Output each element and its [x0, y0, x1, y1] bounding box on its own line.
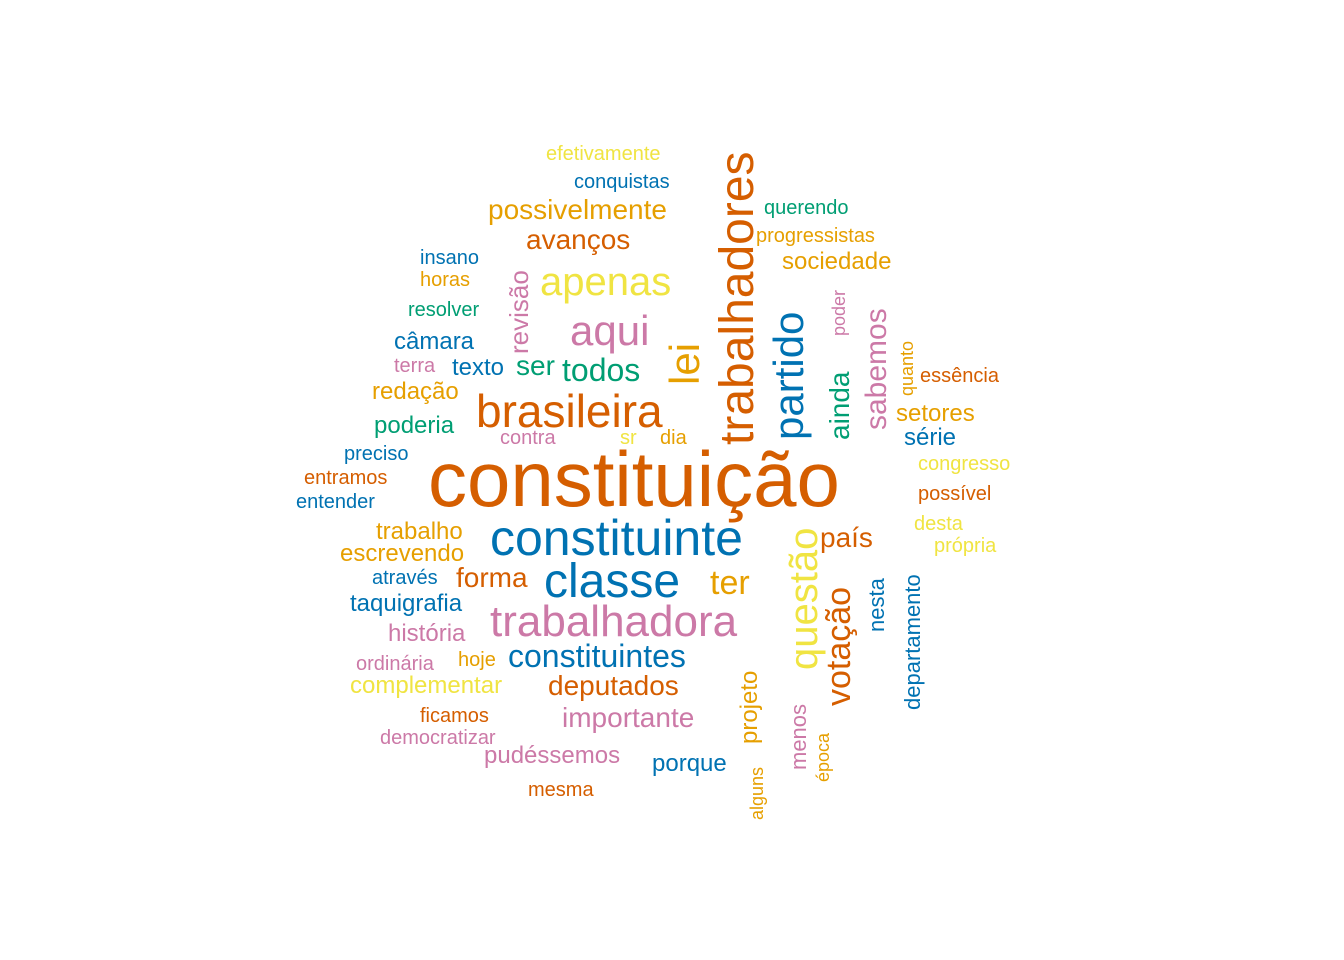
word-67: essência [920, 365, 999, 387]
word-17: possivelmente [488, 194, 667, 225]
word-21: avanços [526, 224, 631, 255]
word-48: horas [420, 269, 471, 291]
word-14: ter [710, 564, 750, 602]
word-66: própria [934, 535, 997, 557]
word-33: escrevendo [340, 540, 465, 567]
word-31: menos [786, 703, 811, 770]
word-3: classe [544, 555, 681, 608]
word-41: texto [452, 354, 505, 381]
word-36: câmara [394, 328, 475, 355]
word-46: efetivamente [546, 143, 661, 165]
word-59: mesma [528, 779, 594, 801]
word-4: trabalhadora [490, 597, 738, 646]
word-62: dia [660, 427, 687, 449]
word-25: departamento [900, 574, 925, 710]
word-1: trabalhadores [711, 151, 764, 445]
word-22: revisão [504, 270, 534, 354]
word-0: constituição [428, 435, 840, 523]
word-68: quanto [897, 340, 917, 396]
word-6: partido [765, 311, 812, 440]
word-37: poderia [374, 412, 455, 439]
word-18: importante [562, 702, 695, 733]
word-28: setores [896, 400, 975, 427]
word-47: insano [420, 247, 479, 269]
word-24: país [820, 522, 873, 553]
word-35: pudéssemos [484, 742, 621, 769]
word-42: série [904, 424, 957, 451]
word-2: constituinte [490, 510, 743, 566]
word-16: ainda [824, 371, 855, 440]
word-27: sociedade [782, 248, 892, 275]
word-54: através [372, 567, 438, 589]
word-38: história [388, 620, 466, 647]
word-49: resolver [408, 299, 480, 321]
word-51: preciso [344, 443, 409, 465]
word-70: alguns [747, 766, 767, 820]
word-29: nesta [864, 578, 889, 632]
word-69: poder [829, 289, 849, 336]
word-34: complementar [350, 672, 503, 699]
word-8: apenas [540, 260, 672, 304]
word-40: redação [372, 378, 459, 405]
word-23: projeto [736, 670, 763, 744]
word-50: terra [394, 355, 436, 377]
word-19: deputados [548, 670, 679, 701]
word-30: porque [652, 750, 727, 777]
word-32: taquigrafia [350, 590, 463, 617]
word-26: ser [516, 350, 555, 381]
word-9: aqui [570, 307, 650, 354]
word-53: entender [296, 491, 375, 513]
word-52: entramos [304, 467, 388, 489]
word-13: todos [562, 352, 641, 388]
word-58: democratizar [380, 727, 496, 749]
word-57: ficamos [420, 705, 489, 727]
word-45: progressistas [756, 225, 875, 247]
word-56: hoje [458, 649, 496, 671]
word-64: possível [918, 483, 992, 505]
word-7: questão [782, 527, 826, 670]
word-43: conquistas [574, 171, 670, 193]
word-15: sabemos [860, 308, 893, 430]
word-12: constituintes [508, 638, 686, 674]
word-39: trabalho [376, 518, 463, 545]
word-63: congresso [918, 453, 1011, 475]
word-60: contra [500, 427, 556, 449]
word-5: brasileira [476, 385, 663, 437]
word-65: desta [914, 513, 963, 535]
word-20: forma [456, 562, 528, 593]
word-10: lei [661, 342, 708, 385]
word-44: querendo [764, 197, 849, 219]
word-11: votação [820, 586, 858, 706]
word-61: sr [620, 427, 637, 449]
word-55: ordinária [356, 653, 434, 675]
word-71: época [813, 732, 833, 782]
